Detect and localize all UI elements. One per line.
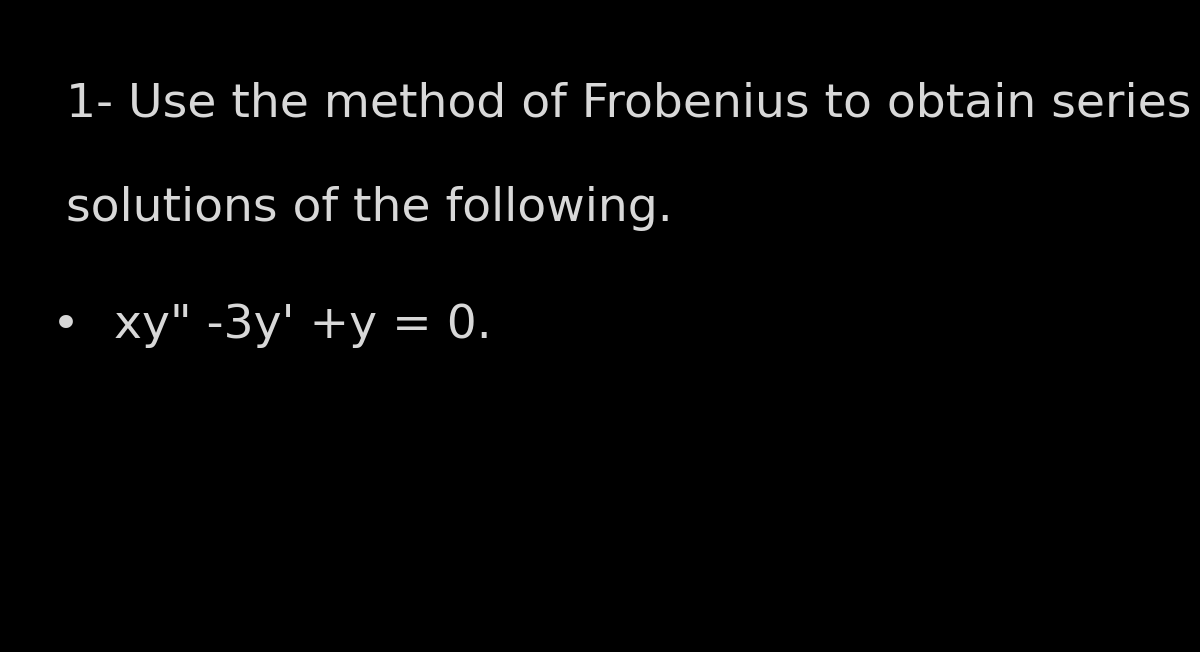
Text: solutions of the following.: solutions of the following. [66,186,673,231]
Text: •: • [52,303,80,349]
Text: 1- Use the method of Frobenius to obtain series: 1- Use the method of Frobenius to obtain… [66,82,1192,127]
Text: xy" -3y' +y = 0.: xy" -3y' +y = 0. [114,303,492,349]
